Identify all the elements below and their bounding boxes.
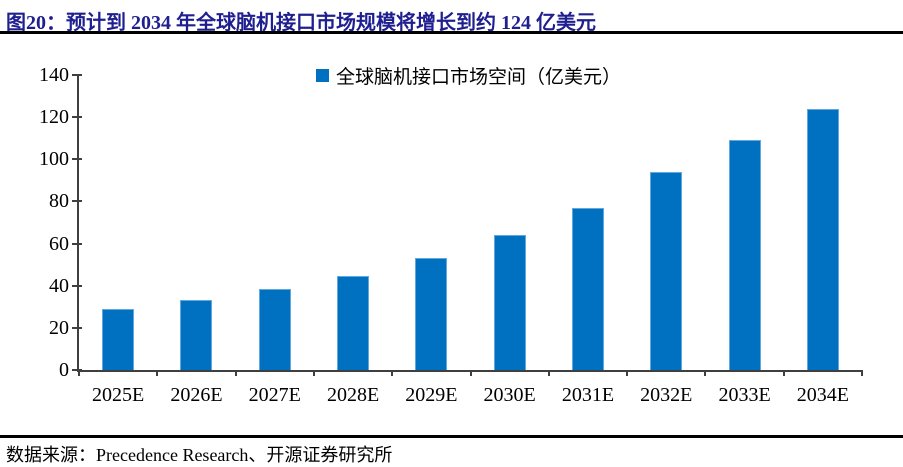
footer-rule [0,435,903,438]
title-underline [0,31,903,34]
y-axis-tick-label: 120 [39,106,69,129]
y-axis-tick-label: 60 [49,232,69,255]
y-axis-tick [72,116,82,119]
x-axis-tick [626,370,629,376]
y-axis-tick [72,326,82,329]
x-axis-category-label: 2032E [640,384,693,406]
x-axis-tick [78,370,80,376]
x-axis-tick [547,370,550,376]
x-axis-category-label: 2025E [92,384,145,406]
y-axis-tick [72,369,82,371]
x-axis-tick [312,370,315,376]
x-axis-tick [156,370,159,376]
data-source-note: 数据来源：Precedence Research、开源证券研究所 [6,445,393,465]
bar-2029E [415,258,448,370]
x-axis-category-label: 2034E [796,384,849,406]
legend-label: 全球脑机接口市场空间（亿美元） [335,67,621,88]
bar-2027E [258,288,291,370]
y-axis-tick [72,284,82,287]
x-axis-tick [234,370,237,376]
y-axis-tick [72,242,82,245]
bar-2026E [180,300,213,370]
y-axis-tick-label: 20 [49,316,69,339]
bar-2031E [571,207,604,370]
figure-title: 图20：预计到 2034 年全球脑机接口市场规模将增长到约 124 亿美元 [6,12,596,34]
legend-swatch-icon [315,69,329,82]
bar-2028E [337,276,370,370]
bar-2025E [102,308,135,370]
x-axis-category-label: 2033E [718,384,771,406]
x-axis-category-label: 2030E [483,384,536,406]
bar-chart: 全球脑机接口市场空间（亿美元） 0 20 40 60 80 100 120 140 2025E 2… [0,35,903,435]
x-axis-category-label: 2031E [561,384,615,406]
bar-2034E [806,108,839,370]
x-axis-tick [391,370,394,376]
y-axis-tick [72,200,82,203]
bar-2030E [493,235,526,370]
x-axis-category-label: 2027E [248,384,301,406]
x-axis-tick [782,370,785,376]
y-axis-tick-label: 100 [39,148,69,171]
x-axis-tick [704,370,707,376]
y-axis-tick-label: 0 [59,359,69,381]
plot-area: 0 20 40 60 80 100 120 140 2025E 2026E 2027E 2028E 20… [39,64,863,406]
bar-2033E [728,140,761,370]
x-axis-category-label: 2026E [170,384,223,406]
y-axis-tick [72,74,82,76]
chart-legend: 全球脑机接口市场空间（亿美元） [0,62,903,89]
bar-2032E [650,171,683,370]
x-axis-category-label: 2028E [326,384,380,406]
y-axis-tick [72,158,82,161]
x-axis-tick [469,370,472,376]
y-axis-tick-label: 40 [49,274,69,297]
x-axis-category-label: 2029E [405,384,458,406]
x-axis-tick [861,370,863,376]
y-axis-tick-label: 80 [49,190,69,213]
y-axis-tick-label: 140 [39,64,69,86]
